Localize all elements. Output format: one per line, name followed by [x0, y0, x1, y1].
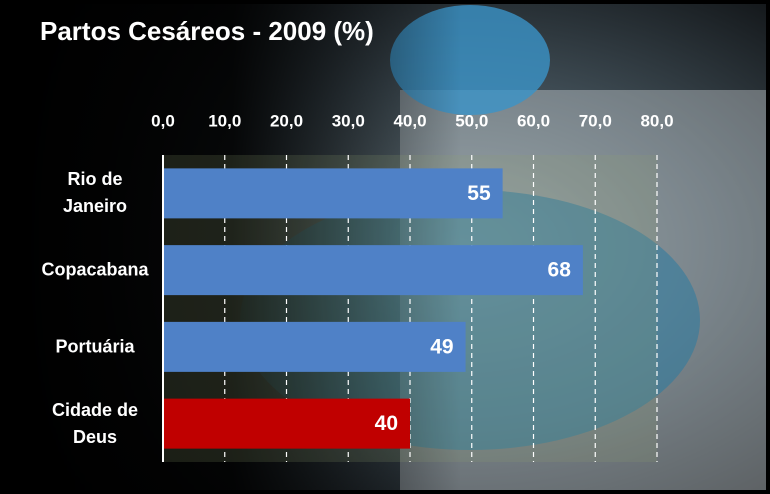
- x-tick-label: 80,0: [640, 111, 673, 130]
- y-tick-label: Rio de Janeiro: [62, 169, 128, 217]
- bar: [163, 321, 466, 372]
- x-tick-label: 50,0: [455, 111, 488, 130]
- bar: [163, 168, 503, 219]
- bar: [163, 398, 410, 449]
- bar: [163, 245, 583, 296]
- x-tick-label: 30,0: [332, 111, 365, 130]
- data-label: 55: [467, 182, 491, 205]
- data-label: 68: [548, 259, 572, 282]
- data-label: 49: [430, 335, 453, 358]
- y-tick-label: Copacabana: [41, 259, 149, 280]
- x-tick-label: 60,0: [517, 111, 550, 130]
- x-tick-label: 0,0: [151, 111, 175, 130]
- chart-title: Partos Cesáreos - 2009 (%): [40, 16, 374, 46]
- x-tick-label: 40,0: [393, 111, 426, 130]
- data-label: 40: [375, 412, 398, 435]
- x-tick-label: 20,0: [270, 111, 303, 130]
- y-tick-label: Portuária: [55, 336, 135, 357]
- x-tick-label: 70,0: [579, 111, 612, 130]
- x-tick-label: 10,0: [208, 111, 241, 130]
- y-tick-label: Cidade de Deus: [51, 399, 139, 447]
